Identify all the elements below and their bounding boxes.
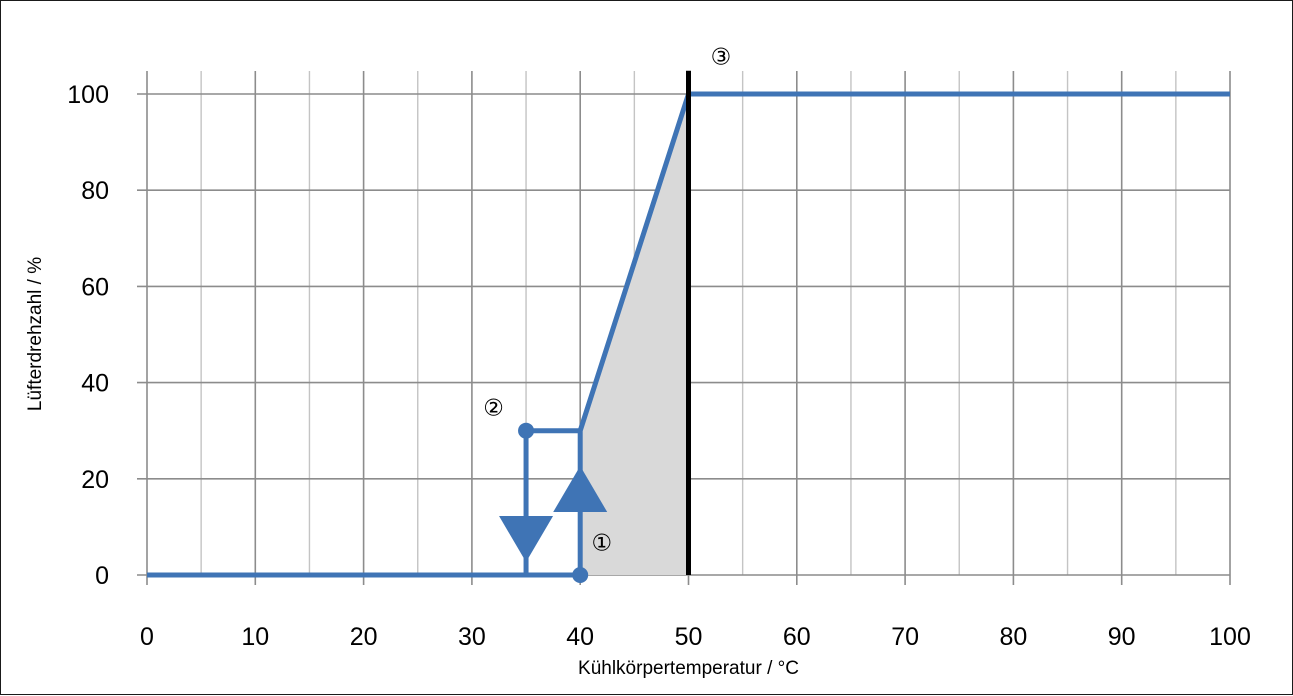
annotation-marker: ③ — [711, 44, 732, 70]
arrow-down — [499, 516, 554, 562]
y-tick-label: 20 — [81, 466, 109, 494]
arrow-up — [553, 466, 608, 512]
x-tick-label: 60 — [783, 623, 811, 651]
x-tick-label: 50 — [675, 623, 703, 651]
annotation-marker: ① — [592, 529, 613, 555]
shaded-region — [580, 94, 689, 575]
x-tick-label: 70 — [891, 623, 919, 651]
annotation-marker: ② — [483, 395, 504, 421]
x-tick-label: 90 — [1108, 623, 1136, 651]
x-tick-label: 20 — [350, 623, 378, 651]
y-tick-label: 0 — [95, 562, 109, 590]
y-tick-label: 40 — [81, 370, 109, 398]
x-tick-label: 10 — [241, 623, 269, 651]
x-tick-label: 30 — [458, 623, 486, 651]
y-tick-label: 60 — [81, 273, 109, 301]
x-axis-label: Kühlkörpertemperatur / °C — [578, 658, 799, 679]
y-axis-label: Lüfterdrehzahl / % — [25, 257, 46, 411]
y-tick-label: 80 — [81, 177, 109, 205]
y-tick-label: 100 — [67, 81, 109, 109]
x-tick-label: 100 — [1209, 623, 1251, 651]
x-tick-label: 80 — [999, 623, 1027, 651]
data-point — [572, 567, 589, 583]
x-tick-label: 40 — [566, 623, 594, 651]
data-point — [518, 422, 535, 439]
x-tick-label: 0 — [140, 623, 154, 651]
